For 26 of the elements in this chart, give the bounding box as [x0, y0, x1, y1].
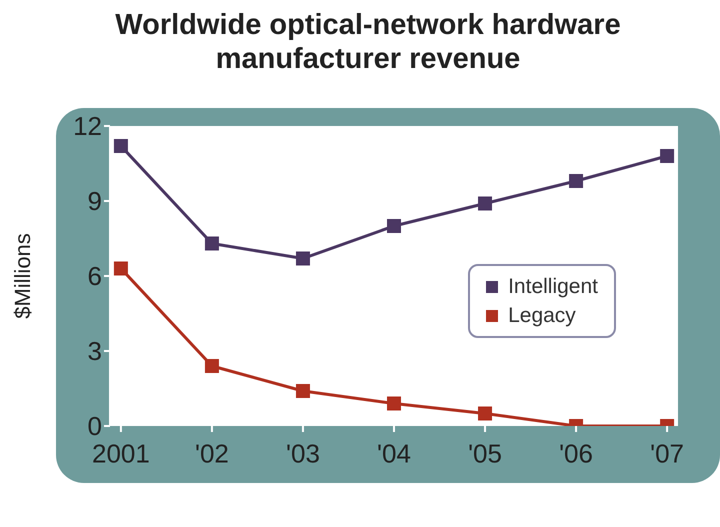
x-tick-label: '04	[377, 438, 411, 468]
point	[296, 252, 310, 266]
legend-label: Legacy	[508, 303, 576, 329]
point	[478, 406, 492, 420]
x-tick-label: '06	[559, 438, 593, 468]
point	[114, 262, 128, 276]
x-tick-label: '03	[286, 438, 320, 468]
y-tick-label: 9	[88, 186, 102, 216]
y-tick-label: 12	[73, 111, 102, 142]
x-tick-label: '02	[195, 438, 229, 468]
point	[660, 149, 674, 163]
point	[204, 236, 219, 250]
chart-title: Worldwide optical-network hardware manufacturer revenue	[114, 8, 622, 76]
y-axis-title: $Millions	[10, 233, 35, 319]
point	[296, 384, 310, 398]
x-tick-label: '07	[650, 438, 684, 468]
point	[569, 174, 584, 188]
y-tick-label: 6	[88, 261, 102, 292]
y-tick-label: 3	[88, 336, 102, 366]
point	[387, 219, 401, 233]
point	[114, 139, 128, 153]
x-tick-label: '05	[468, 438, 502, 468]
point	[387, 396, 401, 410]
point	[478, 196, 492, 210]
legend-label: Intelligent	[508, 274, 598, 300]
point	[204, 359, 219, 373]
